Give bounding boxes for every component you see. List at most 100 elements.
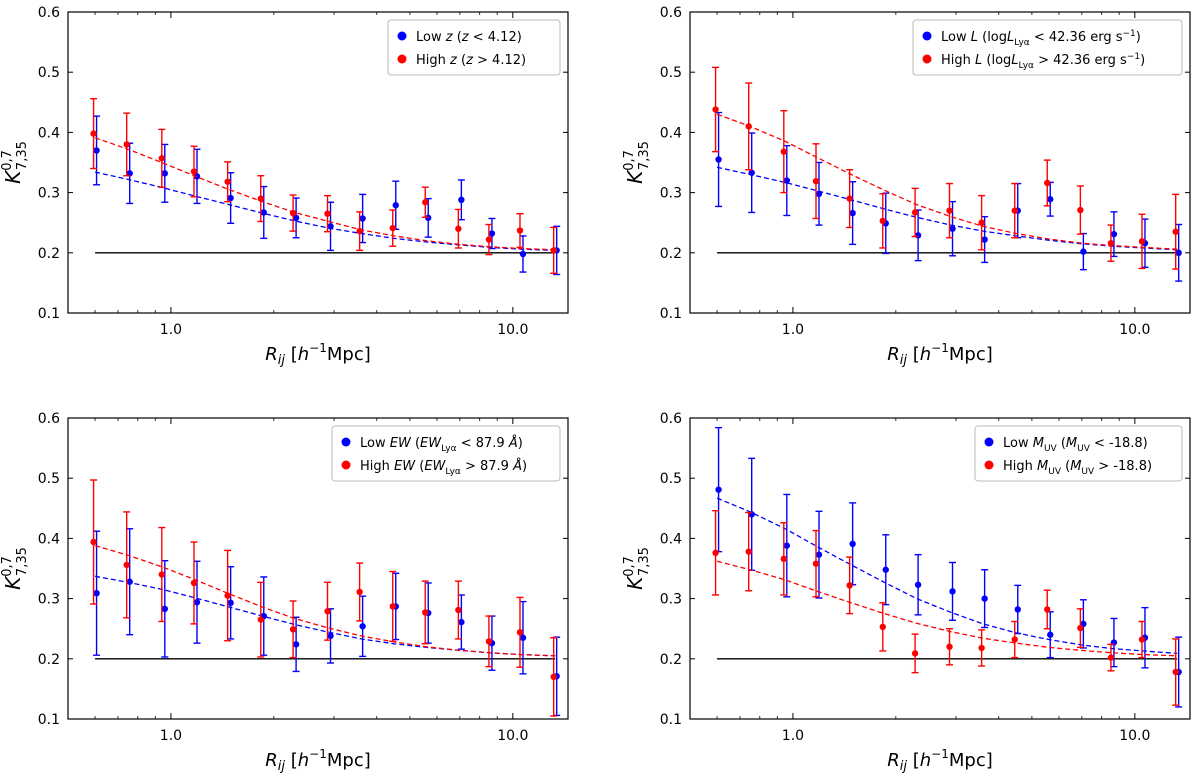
- data-point: [1080, 248, 1087, 255]
- data-point: [519, 634, 527, 641]
- data-point: [1011, 636, 1018, 643]
- x-axis-label: Rij [h−1Mpc]: [265, 341, 371, 368]
- x-tick-label: 10.0: [1119, 728, 1150, 744]
- y-tick-label: 0.5: [38, 471, 60, 487]
- x-tick-label: 10.0: [497, 728, 528, 744]
- data-point: [123, 141, 130, 148]
- legend-marker: [341, 437, 351, 447]
- fit-curve: [716, 113, 1178, 250]
- data-point: [327, 223, 334, 230]
- legend-entry-low: Low z (z < 4.12): [416, 30, 522, 45]
- data-point: [745, 548, 752, 555]
- data-point: [849, 209, 856, 217]
- data-point: [946, 643, 953, 650]
- data-point: [949, 588, 956, 595]
- x-tick-label: 10.0: [1119, 322, 1150, 338]
- data-point: [1047, 196, 1054, 203]
- legend-entry-low: Low L (logLLyα < 42.36 erg s−1): [941, 29, 1141, 48]
- data-point: [289, 626, 297, 633]
- data-point: [846, 582, 853, 589]
- data-point: [1107, 239, 1115, 247]
- data-point: [260, 209, 267, 216]
- y-tick-label: 0.4: [38, 125, 60, 141]
- y-axis-label: K0,77,35: [0, 547, 30, 590]
- axes-frame: [689, 11, 1191, 314]
- data-point: [978, 644, 985, 652]
- data-point: [1175, 249, 1182, 256]
- data-point: [879, 217, 886, 225]
- data-point: [90, 538, 97, 546]
- data-point: [158, 155, 166, 162]
- data-point: [485, 236, 493, 243]
- legend-box: [974, 425, 1183, 482]
- data-point: [289, 209, 297, 217]
- data-point: [93, 589, 100, 597]
- data-point: [485, 638, 493, 645]
- y-tick-label: 0.3: [660, 592, 682, 608]
- data-point: [914, 581, 922, 588]
- legend-marker: [922, 31, 932, 41]
- x-tick-label: 10.0: [497, 322, 528, 338]
- y-tick-label: 0.4: [660, 531, 682, 547]
- y-tick-label: 0.2: [660, 246, 682, 262]
- x-tick-label: 1.0: [782, 322, 804, 338]
- data-point: [123, 561, 130, 569]
- data-point: [356, 227, 363, 235]
- data-point: [224, 178, 231, 185]
- data-point: [516, 629, 524, 636]
- y-tick-label: 0.5: [38, 65, 60, 81]
- data-point: [257, 616, 264, 623]
- legend-entry-high: High MUV (MUV > -18.8): [1003, 459, 1152, 477]
- y-axis-label: K0,77,35: [622, 141, 652, 184]
- y-tick-label: 0.1: [38, 712, 60, 728]
- data-point: [516, 227, 524, 234]
- data-point: [550, 673, 557, 681]
- chart-panel-3: 0.1 0.2 0.3 0.4 0.5 0.6 1.0 10.0 Rij [h−1Mpc] K0,…: [0, 411, 569, 774]
- x-tick-label: 1.0: [160, 728, 182, 744]
- data-point: [879, 623, 886, 631]
- legend: Low z (z < 4.12) High z (z > 4.12): [387, 19, 561, 76]
- data-point: [911, 650, 919, 657]
- data-point: [519, 250, 527, 258]
- data-point: [882, 566, 889, 573]
- y-tick-label: 0.6: [38, 5, 60, 21]
- series-high: [90, 479, 558, 717]
- data-point: [126, 170, 133, 177]
- data-point: [227, 194, 234, 202]
- data-point: [712, 549, 719, 557]
- data-point: [455, 225, 462, 232]
- data-point: [422, 609, 429, 616]
- y-tick-label: 0.6: [660, 5, 682, 21]
- data-point: [949, 225, 956, 232]
- fit-curve: [716, 560, 1178, 657]
- legend-box: [387, 19, 561, 76]
- y-axis-label: K0,77,35: [0, 141, 30, 184]
- data-point: [783, 542, 791, 549]
- data-point: [1014, 606, 1021, 613]
- y-tick-label: 0.6: [660, 411, 682, 427]
- data-point: [455, 606, 462, 614]
- data-point: [227, 599, 234, 607]
- data-point: [324, 210, 331, 217]
- data-point: [815, 551, 823, 558]
- data-point: [422, 199, 429, 206]
- data-point: [327, 632, 334, 640]
- data-point: [356, 588, 363, 596]
- legend-marker: [984, 437, 994, 447]
- y-tick-label: 0.4: [660, 125, 682, 141]
- data-point: [1172, 668, 1179, 676]
- legend: Low MUV (MUV < -18.8) High MUV (MUV > -18…: [974, 425, 1183, 482]
- data-point: [1044, 179, 1051, 187]
- y-tick-label: 0.5: [660, 471, 682, 487]
- legend: Low EW (EWLyα < 87.9 Å) High EW (EWLyα > …: [331, 425, 561, 482]
- legend-box: [912, 19, 1183, 76]
- y-tick-label: 0.3: [38, 186, 60, 202]
- data-point: [292, 214, 300, 222]
- legend-marker: [397, 54, 407, 64]
- series-high: [90, 97, 558, 274]
- data-point: [292, 641, 300, 648]
- data-point: [1077, 624, 1084, 632]
- legend-box: [331, 425, 561, 482]
- data-point: [389, 603, 396, 610]
